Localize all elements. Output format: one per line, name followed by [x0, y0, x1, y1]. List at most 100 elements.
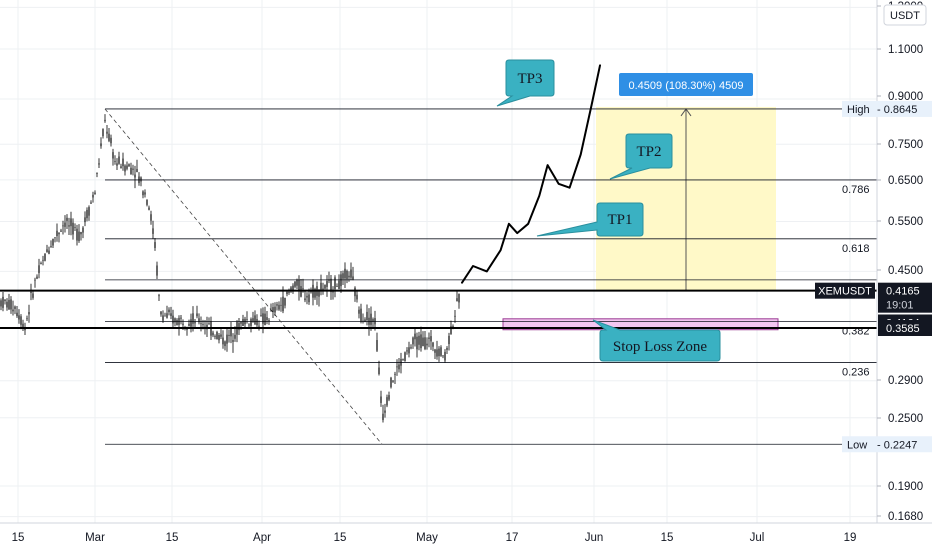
candle-body [176, 319, 178, 326]
candle-body [60, 230, 62, 232]
candle-body [172, 315, 174, 324]
candle-body [234, 334, 236, 339]
candle-body [242, 318, 244, 326]
candle-body [134, 174, 136, 178]
candle-body [366, 311, 368, 321]
candle-body [110, 137, 112, 144]
candle-body [206, 324, 208, 330]
candle-body [400, 358, 402, 366]
candle-body [250, 319, 252, 326]
candle-body [64, 222, 66, 227]
candle-body [8, 299, 10, 310]
candle-body [300, 286, 302, 297]
candle-body [50, 246, 52, 247]
candle-body [66, 217, 68, 221]
candle-body [440, 347, 442, 356]
candle-body [88, 207, 90, 216]
measure-label: 0.4509 (108.30%) 4509 [629, 80, 744, 92]
candle-body [232, 340, 234, 342]
candle-body [372, 319, 374, 322]
candle-body [228, 334, 230, 336]
candle-body [6, 301, 8, 308]
candle-body [434, 349, 436, 353]
candle-body [150, 214, 152, 221]
candle-body [164, 315, 166, 317]
candle-body [456, 298, 458, 302]
candle-body [362, 320, 364, 322]
candle-body [74, 227, 76, 228]
candle-body [12, 309, 14, 312]
candle-body [238, 322, 240, 331]
candle-body [268, 320, 270, 321]
candle-body [106, 131, 108, 134]
candle-body [14, 306, 16, 309]
time-axis-label: 19 [844, 532, 857, 544]
candle-body [378, 367, 380, 375]
candle-body [170, 313, 172, 316]
candle-body [332, 291, 334, 293]
candle-body [132, 168, 134, 170]
candle-body [264, 313, 266, 326]
candle-body [222, 337, 224, 345]
candle-body [192, 313, 194, 324]
candle-body [254, 315, 256, 325]
candle-body [318, 290, 320, 297]
candle-body [390, 377, 392, 388]
candle-body [56, 230, 58, 237]
candle-body [288, 292, 290, 293]
candle-body [346, 270, 348, 280]
candle-body [28, 312, 30, 315]
candle-body [204, 326, 206, 329]
level-tag-box [842, 436, 932, 453]
candle-body [86, 209, 88, 219]
candle-body [348, 275, 350, 278]
candle-body [342, 273, 344, 279]
level-tag-box [842, 100, 932, 117]
candle-body [284, 297, 286, 306]
time-axis[interactable]: 15 Mar 15 Apr 15 May 17 Jun 15 Jul 19 [0, 522, 932, 544]
candle-body [246, 319, 248, 320]
candle-body [178, 317, 180, 325]
candle-body [240, 321, 242, 324]
candle-body [452, 326, 454, 328]
candle-body [432, 342, 434, 347]
candle-body [118, 156, 120, 164]
candle-body [394, 373, 396, 375]
candle-body [276, 304, 278, 306]
candle-body [76, 228, 78, 241]
currency-badge[interactable]: USDT [883, 4, 927, 26]
candle-body [252, 318, 254, 322]
candle-body [94, 192, 96, 195]
candle-body [352, 276, 354, 280]
current-price-label: 0.4165 [886, 286, 920, 298]
candle-body [430, 336, 432, 342]
horizontal-levels [0, 289, 877, 330]
candle-body [102, 129, 104, 137]
candle-body [138, 176, 140, 184]
candle-body [44, 253, 46, 261]
candle-body [458, 294, 460, 303]
candle-body [98, 163, 100, 165]
candle-body [312, 284, 314, 298]
tp1-label: TP1 [607, 212, 632, 228]
candle-body [58, 232, 60, 235]
candle-body [116, 163, 118, 166]
candle-body [310, 290, 312, 293]
candle-body [186, 329, 188, 330]
candle-body [314, 288, 316, 298]
candle-body [428, 337, 430, 339]
candle-body [168, 309, 170, 313]
candle-body [412, 337, 414, 345]
candle-body [248, 324, 250, 326]
time-axis-label: Jul [750, 532, 765, 544]
candle-body [236, 322, 238, 335]
candle-body [68, 225, 70, 227]
candle-body [422, 337, 424, 347]
candle-body [438, 348, 440, 357]
candle-body [358, 309, 360, 314]
time-axis-label: 15 [661, 532, 674, 544]
candle-body [296, 279, 298, 286]
candle-body [62, 225, 64, 227]
candle-body [194, 321, 196, 324]
